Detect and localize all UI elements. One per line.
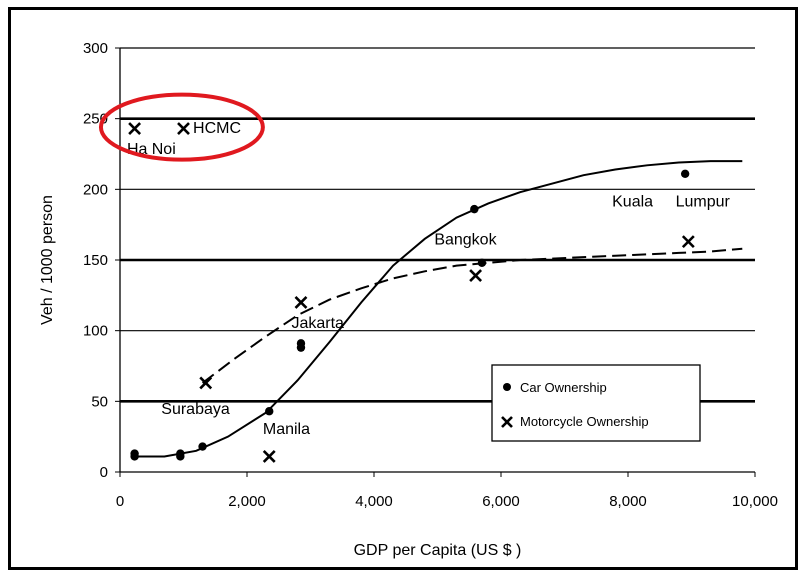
car-point: [296, 343, 306, 352]
motorcycle-point: [681, 235, 695, 249]
car-trend-line: [132, 160, 743, 458]
city-label: Lumpur: [676, 193, 731, 210]
car-point: [176, 452, 185, 461]
car-point: [265, 407, 274, 416]
x-tick-label: 4,000: [355, 493, 393, 510]
y-axis-label: Veh / 1000 person: [39, 195, 56, 325]
x-tick-label: 10,000: [732, 493, 778, 510]
x-tick-label: 2,000: [228, 493, 266, 510]
y-tick-label: 50: [91, 393, 108, 410]
highlight-ellipse: [98, 92, 265, 162]
x-axis-label: GDP per Capita (US $ ): [354, 542, 522, 559]
car-point: [503, 383, 511, 391]
legend-label-car: Car Ownership: [520, 380, 607, 395]
city-label: Jakarta: [291, 315, 344, 332]
y-tick-label: 200: [83, 181, 108, 198]
y-tick-label: 300: [83, 40, 108, 57]
legend-marker-motorcycle: [501, 416, 513, 428]
car-point: [470, 204, 479, 214]
city-label: Noi: [152, 141, 176, 158]
city-label: Manila: [263, 421, 310, 438]
motorcycle-point: [262, 450, 276, 463]
car-point: [198, 442, 207, 451]
x-tick-label: 8,000: [609, 493, 647, 510]
car-point: [680, 169, 690, 178]
legend-label-motorcycle: Motorcycle Ownership: [520, 414, 649, 429]
city-label: Kuala: [612, 193, 653, 210]
legend-box: [491, 364, 701, 442]
city-label: HCMC: [193, 120, 241, 137]
car-point: [130, 452, 139, 461]
motorcycle-point: [294, 295, 308, 309]
y-tick-label: 100: [83, 323, 108, 340]
city-label: Surabaya: [161, 401, 230, 418]
city-label: Bangkok: [434, 231, 497, 248]
x-tick-label: 6,000: [482, 493, 520, 510]
x-tick-label: 0: [116, 493, 124, 510]
motorcycle-point: [128, 122, 142, 135]
y-tick-label: 0: [100, 464, 108, 481]
motorcycle-point: [177, 122, 190, 135]
y-tick-label: 150: [83, 252, 108, 269]
motorcycle-point: [199, 376, 213, 390]
motorcycle-trend-line: [201, 247, 743, 384]
car-point: [477, 258, 487, 268]
motorcycle-point: [469, 269, 483, 282]
